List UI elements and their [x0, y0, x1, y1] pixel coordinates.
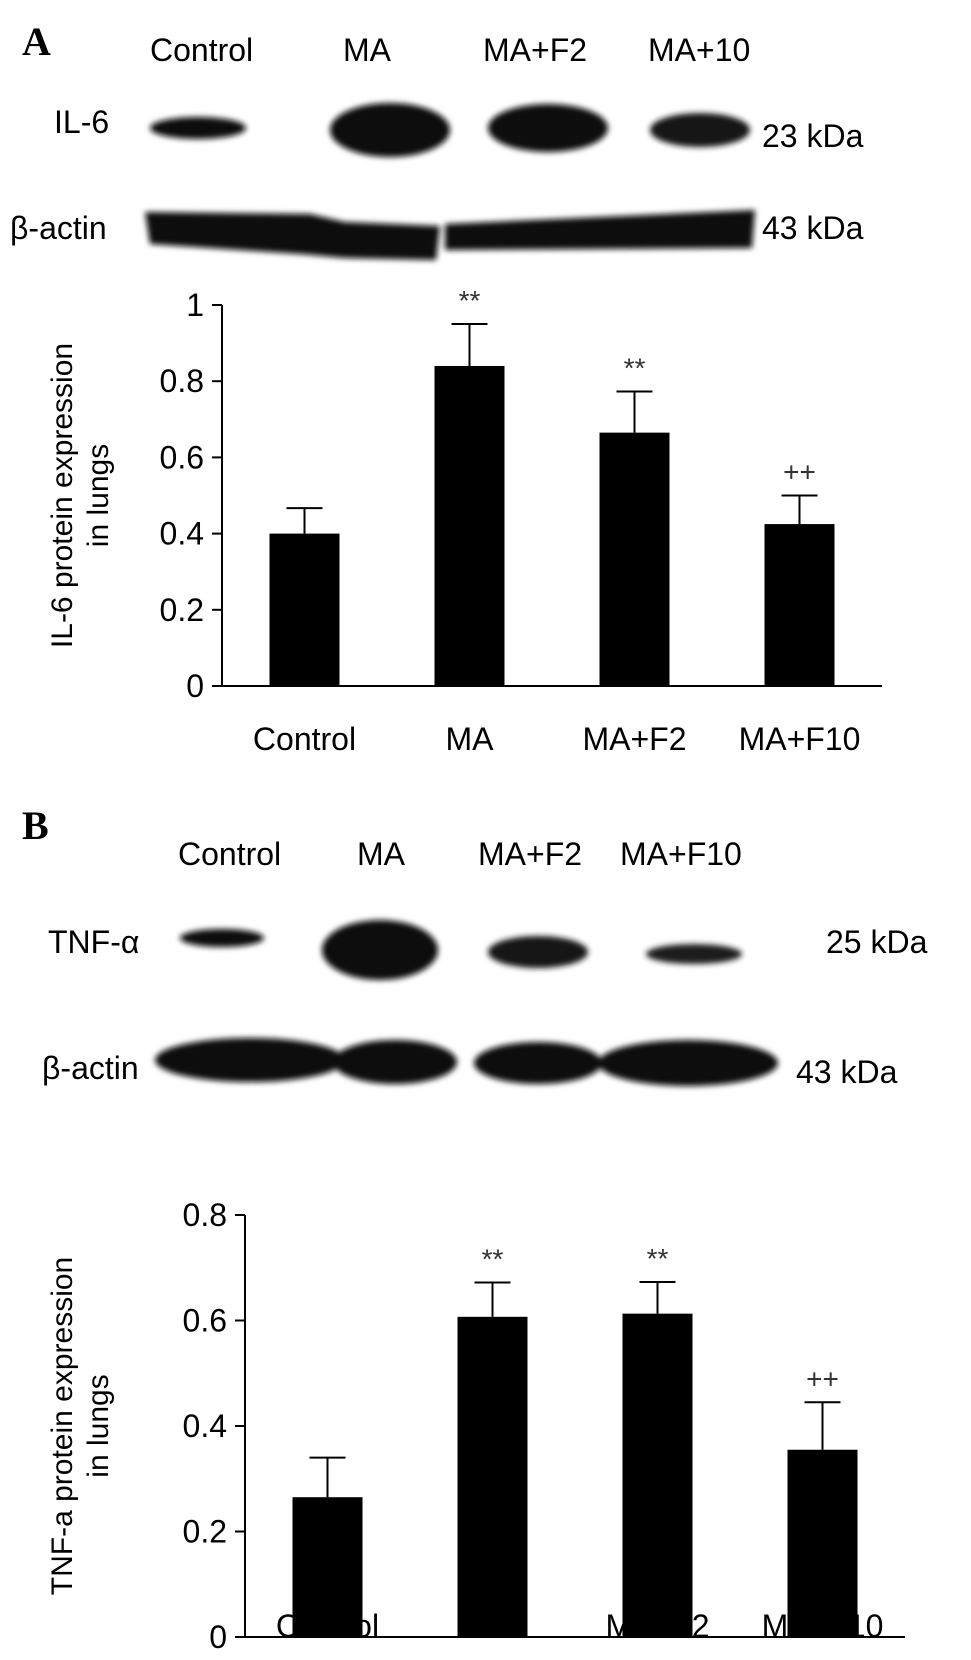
- lane-label-ma-f2: MA+F2: [483, 32, 588, 68]
- x-tick-label: MA: [469, 1608, 518, 1644]
- x-tick-label: MA+F2: [582, 721, 686, 757]
- kda-label-beta-actin: 43 kDa: [762, 210, 864, 246]
- y-tick-label: 1: [186, 287, 204, 323]
- bar-ma: [434, 365, 505, 686]
- significance-marker: ++: [783, 457, 816, 488]
- bar-ma-f10: [764, 524, 835, 686]
- lane-label-ma-10: MA+10: [648, 32, 751, 68]
- il6-band-control: [150, 117, 246, 139]
- y-tick-label: 0.6: [183, 1303, 227, 1339]
- y-tick-label: 0.2: [160, 592, 204, 628]
- x-tick-label: MA+F10: [739, 721, 861, 757]
- lane-label-ma-f2: MA+F2: [478, 836, 583, 872]
- x-tick-label: MA+F10: [762, 1608, 884, 1644]
- beta-actin-bands-a: [145, 210, 755, 260]
- band-label-beta-actin: β-actin: [42, 1050, 139, 1086]
- tnf-alpha-bands: [180, 920, 742, 980]
- kda-label-tnf-alpha: 25 kDa: [826, 924, 928, 960]
- il6-band-ma-10: [650, 113, 750, 147]
- beta-actin-band-a-2: [445, 210, 755, 250]
- y-tick-label: 0.6: [160, 439, 204, 475]
- panel-letter: B: [22, 803, 49, 848]
- significance-marker: **: [482, 1244, 504, 1275]
- y-tick-label: 0: [209, 1619, 227, 1655]
- x-tick-label: MA+F2: [605, 1608, 709, 1644]
- band-label-tnf-alpha: TNF-α: [48, 924, 140, 960]
- bar-ma: [457, 1316, 528, 1637]
- panel-a: A Control MA MA+F2 MA+10 IL-6 β-actin 23…: [0, 0, 971, 800]
- panel-letter: A: [22, 19, 51, 64]
- y-tick-label: 0.2: [183, 1514, 227, 1550]
- bar-ma-f10: [787, 1449, 858, 1637]
- y-tick-label: 0.4: [183, 1408, 227, 1444]
- tnf-band-control: [180, 929, 264, 947]
- bar-ma-f2: [599, 432, 670, 686]
- y-tick-label: 0: [186, 668, 204, 704]
- beta-actin-band-a-1: [145, 212, 440, 260]
- bar-chart-svg: 0 0.2 0.4 0.6 0.8 1 IL-6 protein expression in …: [46, 285, 882, 757]
- significance-marker: **: [624, 352, 646, 383]
- lane-label-ma-f10: MA+F10: [620, 836, 742, 872]
- beta-actin-bands-b: [155, 1038, 778, 1086]
- il6-bar-chart: 0 0.2 0.4 0.6 0.8 1 IL-6 protein expression in …: [0, 280, 971, 800]
- band-label-beta-actin: β-actin: [10, 210, 107, 246]
- y-tick-label: 0.8: [183, 1197, 227, 1233]
- y-tick-label: 0.4: [160, 516, 204, 552]
- significance-marker: **: [459, 285, 481, 316]
- western-blot-a: [145, 103, 755, 260]
- tnf-band-ma-f2: [488, 936, 588, 968]
- beta-actin-band-b-3: [474, 1042, 602, 1084]
- beta-actin-band-b-2: [333, 1040, 457, 1084]
- y-tick-label: 0.8: [160, 363, 204, 399]
- il6-band-ma: [330, 103, 450, 157]
- western-blot-b: [155, 920, 778, 1086]
- kda-label-il6: 23 kDa: [762, 118, 864, 154]
- lane-label-control: Control: [150, 32, 254, 68]
- x-tick-label: Control: [276, 1608, 379, 1644]
- significance-marker: ++: [806, 1363, 839, 1394]
- x-tick-label: MA: [446, 721, 495, 757]
- kda-label-beta-actin: 43 kDa: [796, 1054, 898, 1090]
- il6-band-ma-f2: [488, 104, 608, 152]
- x-tick-label: Control: [253, 721, 356, 757]
- tnf-band-ma: [322, 920, 438, 980]
- y-axis-label: TNF-a protein expression in lungs: [46, 1257, 115, 1595]
- significance-marker: **: [647, 1243, 669, 1274]
- lane-label-ma: MA: [357, 836, 405, 872]
- beta-actin-band-b-1: [155, 1038, 345, 1082]
- tnf-band-ma-f10: [646, 944, 742, 964]
- bar-chart-svg: 0 0.2 0.4 0.6 0.8 TNF-a protein expression in …: [46, 1197, 905, 1655]
- il6-bands: [150, 103, 750, 157]
- lane-label-control: Control: [178, 836, 282, 872]
- bar-control: [292, 1497, 363, 1637]
- y-axis-label: IL-6 protein expression in lungs: [46, 343, 115, 648]
- band-label-il6: IL-6: [54, 104, 110, 140]
- tnf-alpha-bar-chart: 0 0.2 0.4 0.6 0.8 TNF-a protein expression in …: [0, 1135, 971, 1655]
- panel-b: B Control MA MA+F2 MA+F10 TNF-α β-actin …: [0, 803, 971, 1655]
- bar-control: [269, 533, 340, 686]
- beta-actin-band-b-4: [598, 1040, 778, 1086]
- bar-ma-f2: [622, 1313, 693, 1637]
- lane-label-ma: MA: [343, 32, 391, 68]
